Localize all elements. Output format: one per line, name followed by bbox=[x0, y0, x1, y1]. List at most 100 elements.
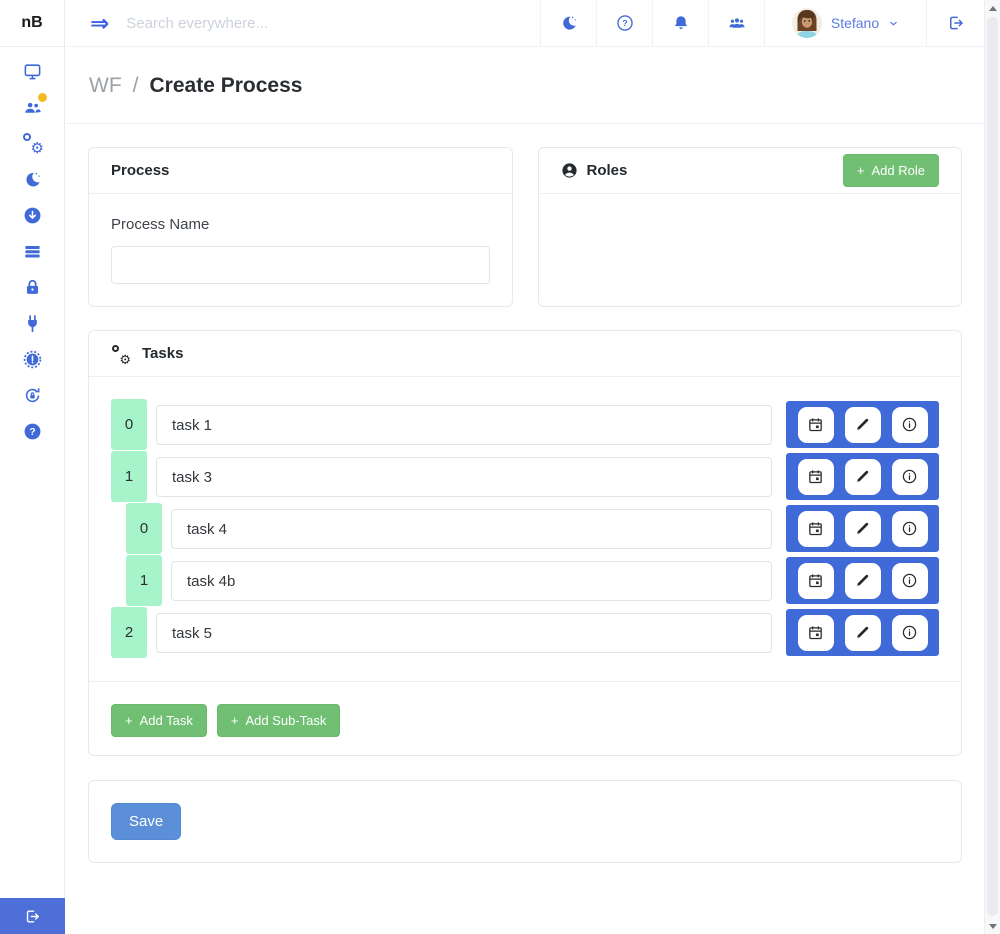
task-info-button[interactable] bbox=[891, 562, 928, 599]
task-index-badge: 2 bbox=[111, 607, 147, 658]
logout-button[interactable] bbox=[926, 0, 984, 46]
sidebar-item-downloads[interactable] bbox=[0, 197, 64, 233]
contacts-button[interactable] bbox=[708, 0, 764, 46]
help-circle-icon: ? bbox=[23, 422, 42, 441]
pencil-icon bbox=[857, 626, 869, 638]
task-actions-group bbox=[786, 505, 939, 552]
info-icon bbox=[902, 625, 917, 640]
menu-toggle-icon[interactable]: ⇒ bbox=[90, 9, 110, 36]
download-circle-icon bbox=[23, 206, 42, 225]
calendar-icon bbox=[809, 418, 822, 432]
subtask-row: 1 bbox=[111, 555, 939, 607]
task-actions-group bbox=[786, 609, 939, 656]
sidebar-item-permissions[interactable] bbox=[0, 377, 64, 413]
task-name-input[interactable] bbox=[156, 613, 772, 653]
task-edit-button[interactable] bbox=[844, 458, 881, 495]
task-name-input[interactable] bbox=[171, 509, 772, 549]
sidebar-nav: ⚙ bbox=[0, 47, 64, 449]
breadcrumb: WF / Create Process bbox=[66, 48, 984, 124]
sidebar-item-users[interactable] bbox=[0, 89, 64, 125]
moon-stars-icon bbox=[560, 14, 578, 32]
scrollbar-thumb[interactable] bbox=[987, 17, 998, 916]
task-edit-button[interactable] bbox=[844, 406, 881, 443]
save-button[interactable]: Save bbox=[111, 803, 182, 840]
info-icon bbox=[902, 573, 917, 588]
calendar-icon bbox=[809, 470, 822, 484]
task-calendar-button[interactable] bbox=[797, 406, 834, 443]
user-menu[interactable]: Stefano bbox=[764, 0, 926, 46]
task-calendar-button[interactable] bbox=[797, 562, 834, 599]
task-info-button[interactable] bbox=[891, 510, 928, 547]
svg-text:?: ? bbox=[29, 427, 35, 438]
svg-text:?: ? bbox=[622, 18, 627, 28]
task-name-input[interactable] bbox=[156, 457, 772, 497]
tasks-card: ⚙ Tasks 0 1 bbox=[88, 330, 962, 756]
save-card: Save bbox=[88, 780, 962, 863]
dark-mode-button[interactable] bbox=[540, 0, 596, 46]
task-calendar-button[interactable] bbox=[797, 510, 834, 547]
search-input[interactable] bbox=[126, 14, 540, 32]
pencil-icon bbox=[857, 522, 869, 534]
task-edit-button[interactable] bbox=[844, 614, 881, 651]
page-scrollbar[interactable] bbox=[984, 0, 1000, 934]
scroll-down-arrow[interactable] bbox=[985, 918, 1000, 934]
calendar-icon bbox=[809, 574, 822, 588]
task-calendar-button[interactable] bbox=[797, 458, 834, 495]
task-info-button[interactable] bbox=[891, 406, 928, 443]
help-button[interactable]: ? bbox=[596, 0, 652, 46]
chevron-down-icon bbox=[888, 18, 899, 29]
info-icon bbox=[902, 521, 917, 536]
task-index-badge: 1 bbox=[126, 555, 162, 606]
sidebar-item-security[interactable] bbox=[0, 269, 64, 305]
breadcrumb-section[interactable]: WF bbox=[89, 73, 122, 97]
task-index-badge: 0 bbox=[111, 399, 147, 450]
task-info-button[interactable] bbox=[891, 458, 928, 495]
subtask-row: 0 bbox=[111, 503, 939, 555]
logout-icon bbox=[24, 908, 41, 925]
people-group-icon bbox=[728, 14, 746, 32]
process-name-label: Process Name bbox=[111, 216, 210, 233]
task-info-button[interactable] bbox=[891, 614, 928, 651]
task-calendar-button[interactable] bbox=[797, 614, 834, 651]
task-edit-button[interactable] bbox=[844, 510, 881, 547]
plug-icon bbox=[23, 314, 42, 333]
sidebar-item-help[interactable]: ? bbox=[0, 413, 64, 449]
page-title: Create Process bbox=[149, 73, 303, 97]
breadcrumb-separator: / bbox=[132, 73, 139, 97]
tasks-footer-divider bbox=[89, 681, 961, 682]
alert-gear-icon bbox=[23, 350, 42, 369]
process-card: Process Process Name bbox=[88, 147, 513, 307]
task-index-badge: 1 bbox=[111, 451, 147, 502]
add-task-button[interactable]: + Add Task bbox=[111, 704, 207, 737]
scroll-up-arrow[interactable] bbox=[985, 0, 1000, 16]
plus-icon: + bbox=[856, 163, 865, 178]
add-subtask-button[interactable]: + Add Sub-Task bbox=[216, 704, 341, 737]
task-edit-button[interactable] bbox=[844, 562, 881, 599]
rotate-lock-icon bbox=[23, 386, 42, 405]
sidebar-item-processes[interactable]: ⚙ bbox=[0, 125, 64, 161]
task-row: 1 bbox=[111, 451, 939, 503]
task-name-input[interactable] bbox=[171, 561, 772, 601]
sidebar-item-alerts[interactable] bbox=[0, 341, 64, 377]
task-name-input[interactable] bbox=[156, 405, 772, 445]
notifications-button[interactable] bbox=[652, 0, 708, 46]
sidebar-logout-button[interactable] bbox=[0, 898, 65, 934]
info-icon bbox=[902, 469, 917, 484]
process-card-title: Process bbox=[111, 162, 170, 179]
add-role-button[interactable]: + Add Role bbox=[842, 154, 939, 187]
sidebar: nB ⚙ bbox=[0, 0, 65, 934]
plus-icon: + bbox=[125, 713, 133, 728]
sidebar-item-dashboard[interactable] bbox=[0, 53, 64, 89]
process-card-header: Process bbox=[89, 148, 512, 194]
app-logo[interactable]: nB bbox=[0, 0, 64, 47]
users-icon bbox=[23, 98, 42, 117]
sidebar-item-integrations[interactable] bbox=[0, 305, 64, 341]
sidebar-item-lists[interactable] bbox=[0, 233, 64, 269]
sidebar-item-night[interactable] bbox=[0, 161, 64, 197]
task-row: 0 bbox=[111, 399, 939, 451]
roles-card-title: Roles bbox=[586, 162, 628, 179]
notification-dot bbox=[38, 93, 47, 102]
process-name-input[interactable] bbox=[111, 246, 490, 284]
pencil-icon bbox=[857, 574, 869, 586]
list-icon bbox=[23, 242, 42, 261]
